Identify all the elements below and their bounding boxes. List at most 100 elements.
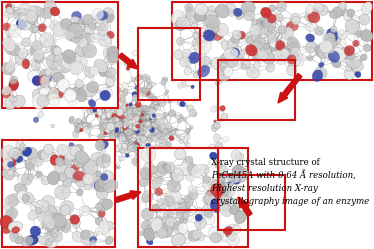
Ellipse shape: [108, 52, 119, 63]
Ellipse shape: [205, 15, 220, 28]
Ellipse shape: [101, 118, 105, 123]
Ellipse shape: [132, 137, 137, 142]
Ellipse shape: [101, 174, 108, 181]
Ellipse shape: [22, 59, 30, 69]
Ellipse shape: [117, 121, 123, 128]
Ellipse shape: [134, 109, 137, 112]
Ellipse shape: [119, 148, 123, 153]
Ellipse shape: [117, 127, 120, 130]
Ellipse shape: [217, 79, 222, 84]
Ellipse shape: [10, 96, 16, 102]
FancyArrow shape: [278, 73, 302, 103]
Ellipse shape: [142, 108, 145, 111]
Ellipse shape: [123, 117, 126, 122]
Ellipse shape: [187, 143, 190, 147]
Ellipse shape: [107, 46, 119, 58]
Ellipse shape: [187, 164, 198, 175]
Ellipse shape: [128, 122, 132, 126]
Ellipse shape: [187, 10, 201, 24]
Ellipse shape: [308, 12, 320, 23]
Ellipse shape: [133, 124, 139, 131]
Ellipse shape: [96, 11, 108, 20]
Ellipse shape: [132, 79, 135, 82]
Ellipse shape: [72, 176, 79, 183]
Ellipse shape: [211, 181, 219, 188]
Ellipse shape: [78, 163, 86, 171]
Ellipse shape: [180, 101, 185, 107]
Ellipse shape: [64, 167, 76, 178]
Ellipse shape: [53, 72, 64, 82]
Ellipse shape: [98, 34, 111, 47]
Ellipse shape: [223, 137, 229, 142]
Ellipse shape: [226, 63, 232, 69]
Ellipse shape: [122, 89, 128, 96]
Ellipse shape: [315, 27, 324, 35]
Ellipse shape: [120, 125, 126, 132]
Ellipse shape: [92, 171, 102, 180]
Ellipse shape: [256, 20, 266, 33]
Ellipse shape: [81, 161, 95, 173]
Ellipse shape: [236, 12, 244, 19]
Ellipse shape: [135, 119, 140, 124]
Ellipse shape: [74, 144, 83, 153]
Ellipse shape: [64, 89, 77, 102]
Ellipse shape: [146, 114, 153, 121]
Ellipse shape: [100, 112, 107, 118]
Ellipse shape: [105, 236, 113, 245]
Ellipse shape: [203, 176, 211, 183]
Ellipse shape: [90, 240, 96, 246]
Ellipse shape: [50, 90, 57, 97]
Ellipse shape: [135, 124, 138, 127]
Ellipse shape: [185, 196, 193, 206]
Ellipse shape: [188, 230, 200, 241]
Ellipse shape: [215, 191, 222, 199]
Ellipse shape: [90, 108, 95, 113]
Ellipse shape: [107, 54, 116, 65]
Ellipse shape: [151, 130, 156, 136]
Ellipse shape: [286, 21, 298, 31]
Ellipse shape: [139, 231, 145, 236]
Ellipse shape: [40, 104, 45, 109]
Ellipse shape: [17, 191, 28, 203]
Ellipse shape: [35, 207, 42, 214]
Ellipse shape: [168, 100, 171, 103]
Ellipse shape: [184, 142, 190, 147]
Ellipse shape: [191, 231, 201, 241]
Ellipse shape: [71, 32, 82, 43]
Ellipse shape: [275, 14, 283, 22]
Ellipse shape: [167, 128, 171, 132]
Ellipse shape: [144, 162, 155, 174]
Text: Highest resolution X-ray: Highest resolution X-ray: [211, 184, 318, 193]
Ellipse shape: [16, 156, 23, 163]
Ellipse shape: [276, 41, 285, 51]
Ellipse shape: [66, 31, 76, 41]
Ellipse shape: [30, 226, 41, 237]
Ellipse shape: [169, 112, 173, 115]
Ellipse shape: [175, 148, 186, 160]
Ellipse shape: [73, 171, 86, 181]
Ellipse shape: [49, 237, 55, 242]
Ellipse shape: [329, 35, 340, 46]
Ellipse shape: [239, 211, 246, 219]
Ellipse shape: [195, 214, 202, 221]
Ellipse shape: [132, 118, 136, 122]
Ellipse shape: [142, 93, 146, 97]
Bar: [2, 2, 118, 108]
Ellipse shape: [137, 129, 143, 135]
Ellipse shape: [187, 156, 191, 161]
Ellipse shape: [234, 10, 241, 16]
Ellipse shape: [154, 188, 163, 196]
Ellipse shape: [97, 199, 110, 211]
Ellipse shape: [51, 212, 60, 221]
Ellipse shape: [95, 14, 105, 24]
Ellipse shape: [129, 127, 135, 133]
Ellipse shape: [40, 88, 48, 96]
Ellipse shape: [166, 189, 180, 203]
Ellipse shape: [269, 5, 276, 12]
Ellipse shape: [205, 214, 215, 225]
Ellipse shape: [134, 144, 139, 150]
Ellipse shape: [42, 195, 55, 209]
Ellipse shape: [31, 5, 41, 15]
Ellipse shape: [211, 124, 218, 131]
Ellipse shape: [128, 116, 132, 121]
